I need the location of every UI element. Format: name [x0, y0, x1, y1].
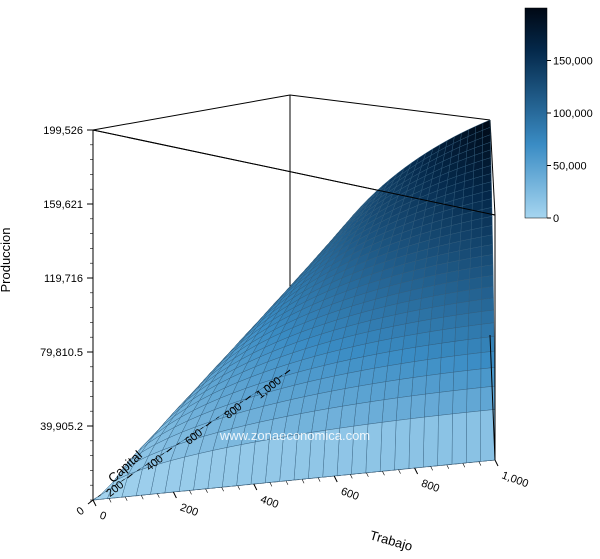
- svg-text:50,000: 50,000: [553, 161, 587, 173]
- svg-text:600: 600: [339, 486, 360, 504]
- svg-text:0: 0: [98, 510, 108, 523]
- watermark-text: www.zonaeconomica.com: [219, 428, 370, 443]
- production-surface-plot: 39,905.2 79,810.5 119,716 159,621 199,526 0 20…: [0, 0, 600, 559]
- svg-text:100,000: 100,000: [553, 108, 593, 120]
- svg-text:79,810.5: 79,810.5: [40, 347, 83, 359]
- svg-text:200: 200: [178, 502, 199, 520]
- z-axis-label: Produccion: [0, 227, 13, 292]
- svg-text:119,716: 119,716: [44, 273, 83, 285]
- svg-text:0: 0: [553, 213, 559, 225]
- svg-text:1,000: 1,000: [500, 470, 530, 491]
- colorbar: 0 50,000 100,000 150,000: [525, 8, 593, 225]
- svg-text:39,905.2: 39,905.2: [40, 421, 83, 433]
- svg-text:800: 800: [420, 478, 441, 496]
- svg-text:150,000: 150,000: [553, 56, 593, 68]
- svg-text:159,621: 159,621: [43, 199, 83, 211]
- svg-text:199,526: 199,526: [43, 125, 83, 137]
- svg-text:0: 0: [75, 505, 87, 518]
- x-axis-label: Trabajo: [368, 527, 414, 553]
- svg-text:400: 400: [259, 494, 280, 512]
